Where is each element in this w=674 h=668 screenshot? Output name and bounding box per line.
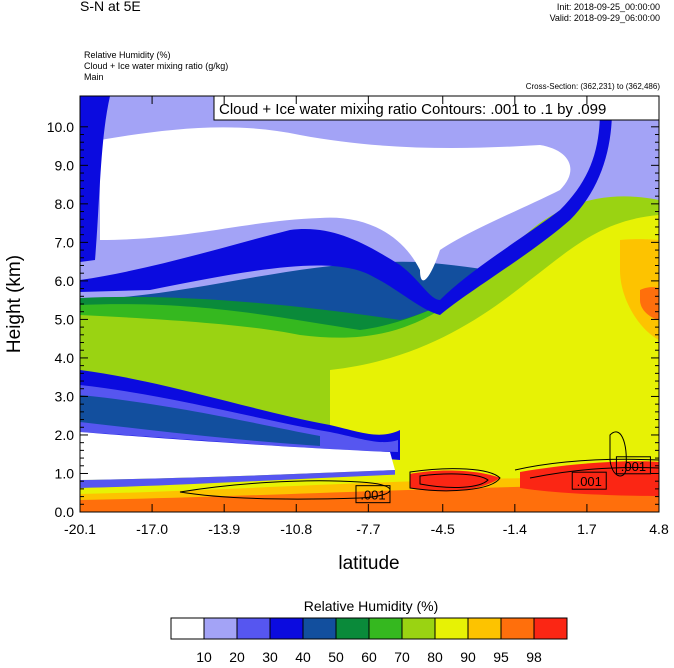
cross-section-label: Cross-Section: (362,231) to (362,486) bbox=[525, 82, 660, 91]
y-tick-label: 8.0 bbox=[55, 196, 75, 212]
legend-title: Relative Humidity (%) bbox=[304, 598, 439, 614]
x-tick-label: -13.9 bbox=[208, 521, 240, 537]
legend-swatch bbox=[335, 617, 370, 640]
contour-info-text: Cloud + Ice water mixing ratio Contours:… bbox=[219, 101, 606, 118]
legend-swatch bbox=[368, 617, 403, 640]
legend-swatch bbox=[302, 617, 337, 640]
legend-swatch bbox=[170, 617, 205, 640]
variable-domain: Main bbox=[84, 72, 104, 82]
contour-value-labels: .001 .001 .001 bbox=[355, 456, 651, 504]
legend-label: 50 bbox=[328, 649, 344, 665]
x-tick-label: -17.0 bbox=[136, 521, 168, 537]
y-tick-label: 7.0 bbox=[55, 234, 75, 250]
y-tick-label: 10.0 bbox=[47, 119, 74, 135]
y-tick-label: 3.0 bbox=[55, 388, 75, 404]
x-tick-label: -1.4 bbox=[503, 521, 527, 537]
contour-label-box bbox=[571, 471, 607, 490]
legend-label: 95 bbox=[493, 649, 509, 665]
y-tick-label: 5.0 bbox=[55, 311, 75, 327]
y-tick-label: 0.0 bbox=[55, 504, 75, 520]
x-tick-label: 4.8 bbox=[649, 521, 669, 537]
valid-time: Valid: 2018-09-29_06:00:00 bbox=[549, 13, 660, 23]
legend-swatch bbox=[500, 617, 535, 640]
color-legend: Relative Humidity (%) 10 20 30 40 50 60 70 80 90… bbox=[170, 598, 568, 665]
y-tick-label: 9.0 bbox=[55, 157, 75, 173]
legend-swatch bbox=[269, 617, 304, 640]
x-tick-label: -20.1 bbox=[64, 521, 96, 537]
legend-label: 90 bbox=[460, 649, 476, 665]
variable-cloud-ice: Cloud + Ice water mixing ratio (g/kg) bbox=[84, 61, 229, 71]
legend-label: 10 bbox=[196, 649, 212, 665]
contour-value-label: .001 bbox=[360, 488, 385, 503]
contour-value-label: .001 bbox=[577, 474, 602, 489]
legend-label: 40 bbox=[295, 649, 311, 665]
legend-swatch bbox=[203, 617, 238, 640]
legend-swatch bbox=[467, 617, 502, 640]
legend-swatch bbox=[401, 617, 436, 640]
variable-rh: Relative Humidity (%) bbox=[84, 50, 171, 60]
legend-swatch bbox=[533, 617, 568, 640]
y-tick-label: 1.0 bbox=[55, 465, 75, 481]
contour-info-box: Cloud + Ice water mixing ratio Contours:… bbox=[213, 95, 660, 121]
x-tick-label: -10.8 bbox=[280, 521, 312, 537]
legend-swatch bbox=[434, 617, 469, 640]
legend-label: 70 bbox=[394, 649, 410, 665]
y-tick-label: 2.0 bbox=[55, 427, 75, 443]
rh-field bbox=[80, 96, 659, 512]
x-tick-label: -4.5 bbox=[431, 521, 455, 537]
plot-title: S-N at 5E bbox=[80, 0, 141, 14]
legend-label: 30 bbox=[262, 649, 278, 665]
contour-label-box bbox=[615, 456, 651, 475]
legend-swatch bbox=[236, 617, 271, 640]
y-tick-label: 4.0 bbox=[55, 350, 75, 366]
init-time: Init: 2018-09-25_00:00:00 bbox=[556, 2, 660, 12]
y-axis: 0.0 1.0 2.0 3.0 4.0 5.0 6.0 7.0 8.0 9.0 10.0 bbox=[47, 119, 659, 520]
legend-label: 20 bbox=[229, 649, 245, 665]
x-tick-label: 1.7 bbox=[577, 521, 597, 537]
legend-label: 60 bbox=[361, 649, 377, 665]
contour-value-label: .001 bbox=[621, 459, 646, 474]
y-tick-label: 6.0 bbox=[55, 273, 75, 289]
legend-label: 98 bbox=[526, 649, 542, 665]
legend-label: 80 bbox=[427, 649, 443, 665]
x-tick-label: -7.7 bbox=[356, 521, 380, 537]
y-axis-label: Height (km) bbox=[4, 255, 25, 353]
mixing-ratio-contours bbox=[179, 431, 660, 500]
x-axis: -20.1 -17.0 -13.9 -10.8 -7.7 -4.5 -1.4 1.7 4.8 bbox=[64, 96, 669, 537]
contour-label-box bbox=[355, 485, 391, 504]
x-axis-label: latitude bbox=[338, 553, 399, 574]
